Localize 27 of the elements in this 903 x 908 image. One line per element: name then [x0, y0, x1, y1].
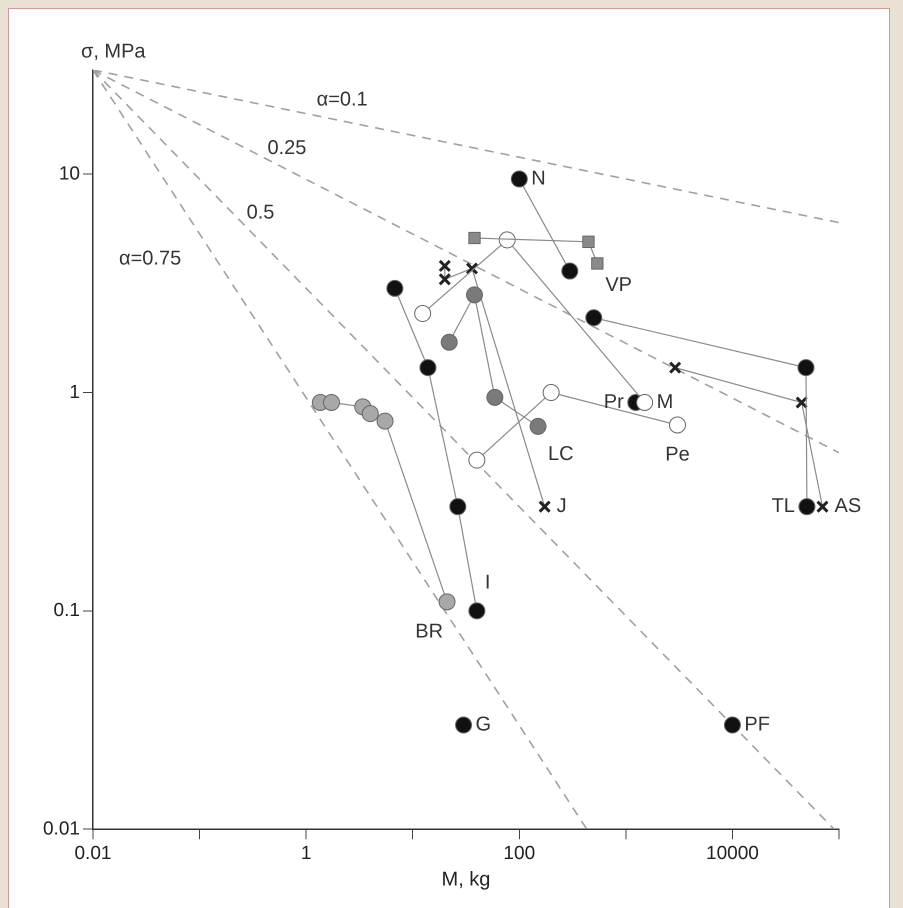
- x-tick-label: 1: [300, 842, 312, 864]
- x-tick-label: 100: [503, 842, 536, 864]
- series-label: AS: [834, 495, 862, 518]
- x-tick-label: 10000: [706, 842, 759, 864]
- series-label: M: [656, 391, 674, 414]
- y-axis-title: σ, MPa: [80, 40, 146, 63]
- series-label: J: [556, 495, 567, 518]
- series-label: TL: [772, 495, 795, 518]
- series-label: 0.5: [246, 202, 274, 224]
- x-tick-label: 0.01: [74, 842, 112, 864]
- series-label: VP: [605, 274, 632, 296]
- series-label: α=0.75: [119, 248, 182, 270]
- series-label: BR: [415, 620, 444, 642]
- series-label: I: [484, 571, 490, 594]
- series-label: Pr: [604, 391, 624, 414]
- y-tick-label: 1: [69, 382, 80, 403]
- series-label: PF: [744, 714, 770, 736]
- y-tick-label: 0.1: [54, 600, 80, 622]
- series-label: α=0.1: [316, 88, 368, 111]
- series-label: G: [476, 714, 492, 736]
- x-axis-title: M, kg: [442, 868, 490, 891]
- y-tick-label: 0.01: [42, 818, 80, 840]
- series-label: Pe: [665, 444, 690, 466]
- series-label: N: [531, 168, 546, 190]
- y-tick-label: 10: [58, 163, 80, 184]
- series-label: 0.25: [267, 137, 306, 160]
- series-label: LC: [548, 442, 574, 465]
